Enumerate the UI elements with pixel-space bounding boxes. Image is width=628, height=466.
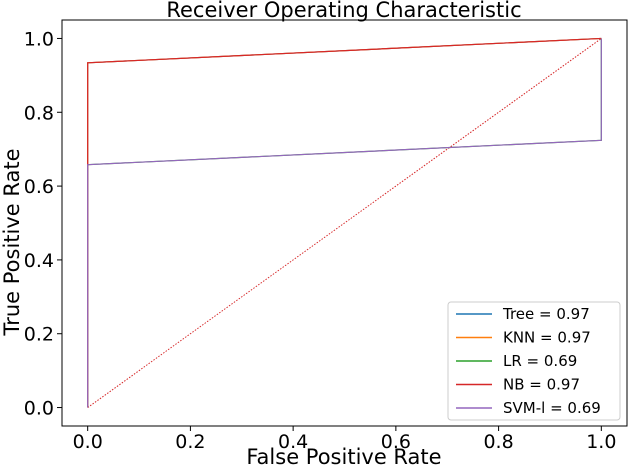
legend-label: LR = 0.69: [503, 352, 577, 370]
legend-label: NB = 0.97: [503, 376, 580, 394]
y-tick-label: 0.0: [24, 398, 54, 420]
roc-curve-svm-l: [87, 38, 602, 408]
x-axis-label: False Positive Rate: [246, 445, 441, 466]
y-tick-label: 0.4: [24, 250, 54, 272]
x-tick-label: 1.0: [586, 431, 616, 453]
legend-item: LR = 0.69: [456, 352, 577, 370]
legend-label: SVM-l = 0.69: [503, 399, 601, 417]
chart-title: Receiver Operating Characteristic: [166, 0, 521, 22]
legend: Tree = 0.97 KNN = 0.97 LR = 0.69 NB = 0.97 S…: [447, 301, 621, 421]
x-tick-label: 0.4: [278, 431, 308, 453]
x-tick-label: 0.0: [73, 431, 103, 453]
chance-diagonal-line: [87, 38, 602, 408]
x-tick-label: 0.8: [483, 431, 513, 453]
y-axis-label: True Positive Rate: [0, 148, 24, 336]
axes-frame: [61, 19, 628, 427]
x-tick-label: 0.2: [175, 431, 205, 453]
plot-area: [61, 19, 628, 427]
x-tick-label: 0.6: [381, 431, 411, 453]
legend-label: Tree = 0.97: [502, 305, 590, 323]
legend-item: KNN = 0.97: [456, 329, 591, 347]
x-axis-ticks: 0.0 0.2 0.4 0.6 0.8 1.0: [73, 426, 616, 453]
diagonal-layer: [87, 38, 602, 408]
legend-box: [447, 301, 621, 421]
legend-label: KNN = 0.97: [503, 329, 591, 347]
y-tick-label: 1.0: [24, 28, 54, 50]
legend-item: SVM-l = 0.69: [456, 399, 601, 417]
y-axis-ticks: 0.0 0.2 0.4 0.6 0.8 1.0: [24, 28, 62, 420]
y-tick-label: 0.2: [24, 324, 54, 346]
legend-items: Tree = 0.97 KNN = 0.97 LR = 0.69 NB = 0.97 S…: [456, 305, 601, 417]
series-layer: [87, 37, 602, 408]
y-tick-label: 0.8: [24, 102, 54, 124]
legend-item: Tree = 0.97: [456, 305, 590, 323]
legend-item: NB = 0.97: [456, 376, 580, 394]
y-tick-label: 0.6: [24, 176, 54, 198]
